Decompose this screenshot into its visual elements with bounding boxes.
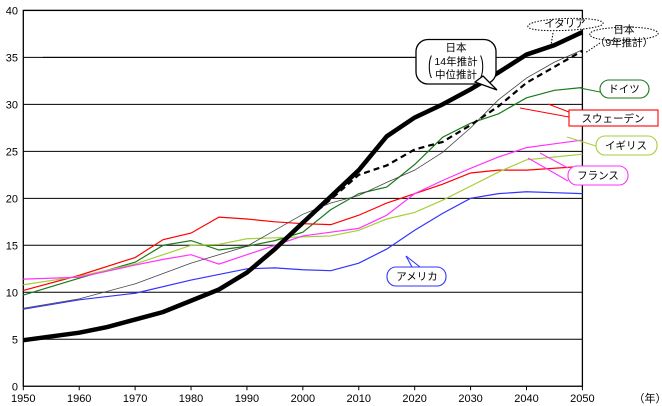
svg-text:イギリス: イギリス <box>605 140 647 152</box>
svg-text:25: 25 <box>6 147 18 159</box>
svg-text:40: 40 <box>6 6 18 18</box>
svg-text:（年）: （年） <box>634 391 662 405</box>
svg-text:14年推計: 14年推計 <box>434 55 478 68</box>
svg-text:1950: 1950 <box>11 393 35 405</box>
svg-text:アメリカ: アメリカ <box>396 271 437 283</box>
svg-text:): ) <box>480 53 484 80</box>
svg-text:1990: 1990 <box>235 393 259 405</box>
svg-text:フランス: フランス <box>577 170 619 182</box>
svg-text:2040: 2040 <box>514 393 538 405</box>
svg-text:2030: 2030 <box>458 393 482 405</box>
svg-text:（9年推計）: （9年推計） <box>595 36 653 49</box>
svg-text:1970: 1970 <box>123 393 147 405</box>
svg-text:日本: 日本 <box>446 41 467 54</box>
svg-text:2010: 2010 <box>347 393 371 405</box>
svg-text:20: 20 <box>6 194 18 206</box>
svg-text:イタリア: イタリア <box>544 18 586 30</box>
svg-text:2050: 2050 <box>570 393 594 405</box>
svg-text:ドイツ: ドイツ <box>608 84 640 96</box>
svg-text:(: ( <box>428 53 432 80</box>
svg-text:2020: 2020 <box>402 393 426 405</box>
svg-text:10: 10 <box>6 288 18 300</box>
svg-text:1980: 1980 <box>179 393 203 405</box>
svg-text:30: 30 <box>6 100 18 112</box>
svg-text:0: 0 <box>12 382 18 394</box>
svg-text:15: 15 <box>6 241 18 253</box>
svg-text:スウェーデン: スウェーデン <box>582 112 645 125</box>
svg-text:1960: 1960 <box>67 393 91 405</box>
svg-text:5: 5 <box>12 335 18 347</box>
svg-text:2000: 2000 <box>291 393 315 405</box>
svg-text:35: 35 <box>6 53 18 65</box>
svg-text:日本: 日本 <box>614 23 635 36</box>
svg-text:中位推計: 中位推計 <box>435 68 477 81</box>
